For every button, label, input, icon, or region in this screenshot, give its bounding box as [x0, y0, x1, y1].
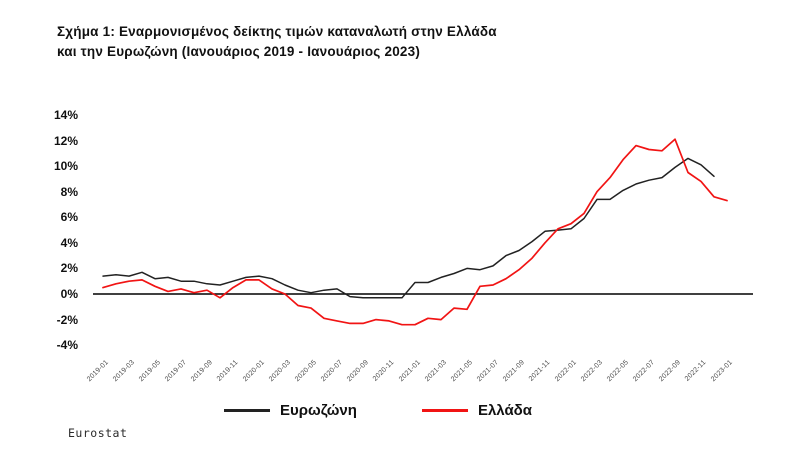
y-tick-label: 0%	[60, 287, 78, 301]
chart-title: Σχήμα 1: Εναρμονισμένος δείκτης τιμών κα…	[57, 22, 497, 62]
greece-line-swatch	[421, 408, 468, 413]
legend-item-eurozone: Ευρωζώνη	[224, 402, 357, 419]
legend-item-greece: Ελλάδα	[421, 402, 532, 419]
y-tick-label: -2%	[56, 312, 78, 327]
y-tick-label: 10%	[53, 159, 78, 174]
y-tick-label: 12%	[53, 133, 78, 148]
y-tick-label: 8%	[60, 184, 78, 199]
y-tick-label: 2%	[60, 261, 78, 276]
source-label: Eurostat	[68, 426, 128, 440]
y-tick-label: 6%	[60, 210, 78, 225]
chart-title-line2: και την Ευρωζώνη (Ιανουάριος 2019 - Ιανο…	[57, 44, 421, 59]
legend-label-eurozone: Ευρωζώνη	[280, 402, 357, 419]
legend-label-greece: Ελλάδα	[477, 402, 532, 419]
y-tick-label: 4%	[60, 235, 78, 250]
greece-line	[102, 138, 728, 326]
eurozone-line-swatch	[224, 409, 271, 412]
y-tick-label: 14%	[53, 107, 78, 122]
y-tick-label: -4%	[56, 338, 78, 353]
chart-title-line1: Σχήμα 1: Εναρμονισμένος δείκτης τιμών κα…	[57, 24, 497, 39]
legend: Ευρωζώνη Ελλάδα	[224, 402, 532, 419]
eurozone-line	[102, 157, 715, 299]
